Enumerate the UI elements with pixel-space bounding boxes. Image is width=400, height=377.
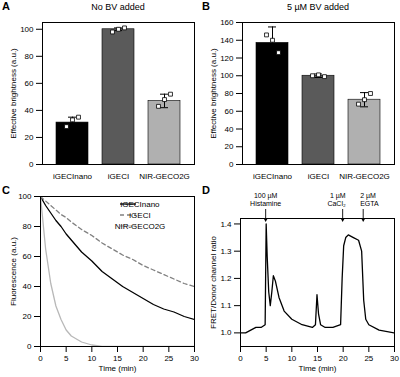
svg-text:100: 100 [20,25,34,34]
html-text:A: A [2,0,10,12]
html-text:C: C [2,184,10,196]
svg-text:80: 80 [25,52,34,61]
svg-text:80: 80 [225,89,234,98]
svg-text:0: 0 [29,160,34,169]
svg-text:1.2: 1.2 [220,274,232,283]
svg-text:20: 20 [339,354,348,363]
svg-text:NIR-GECO2G: NIR-GECO2G [339,172,390,181]
svg-text:iGECInano: iGECInano [53,172,93,181]
html-text:No BV added: No BV added [91,2,145,12]
svg-text:10: 10 [87,354,96,363]
svg-text:NIR-GECO2G: NIR-GECO2G [139,172,190,181]
svg-text:5: 5 [64,354,69,363]
svg-text:120: 120 [220,54,234,63]
html-text:5 µM BV added: 5 µM BV added [286,2,350,12]
svg-text:iGECI: iGECI [108,172,129,181]
svg-text:Time (min): Time (min) [99,364,137,373]
svg-text:0: 0 [27,342,32,351]
svg-text:100: 100 [220,71,234,80]
svg-text:30: 30 [190,354,199,363]
svg-text:20: 20 [225,142,234,151]
html-text:D: D [202,184,210,196]
svg-text:20: 20 [139,354,148,363]
svg-text:20: 20 [25,133,34,142]
svg-text:1 µMCaCl₂: 1 µMCaCl₂ [327,192,346,207]
svg-text:40: 40 [225,125,234,134]
svg-text:FRET/Donor channel ratio: FRET/Donor channel ratio [209,235,218,328]
svg-text:10: 10 [287,354,296,363]
svg-text:iGECI: iGECI [129,211,150,220]
svg-text:iGECI: iGECI [308,172,329,181]
svg-text:Time (min): Time (min) [299,364,337,373]
svg-text:iGECInano: iGECInano [120,200,160,209]
svg-text:40: 40 [25,106,34,115]
svg-text:5: 5 [264,354,269,363]
svg-text:40: 40 [23,282,32,291]
svg-text:0: 0 [238,354,243,363]
svg-text:30: 30 [390,354,399,363]
svg-text:100 µMHistamine: 100 µMHistamine [250,192,281,207]
svg-text:25: 25 [364,354,373,363]
svg-text:80: 80 [23,222,32,231]
svg-text:140: 140 [220,36,234,45]
svg-text:2 µMEGTA: 2 µMEGTA [360,192,379,207]
svg-text:1.0: 1.0 [220,328,232,337]
html-text:B: B [202,0,210,12]
svg-text:NIR-GECO2G: NIR-GECO2G [115,222,166,231]
svg-text:1.3: 1.3 [220,247,232,256]
svg-text:20: 20 [23,312,32,321]
svg-text:0: 0 [38,354,43,363]
svg-text:Fluorescence (a.u.): Fluorescence (a.u.) [9,237,18,306]
svg-text:25: 25 [164,354,173,363]
svg-text:Effective brightness (a.u.): Effective brightness (a.u.) [9,48,18,139]
svg-text:1.1: 1.1 [220,301,232,310]
svg-text:60: 60 [23,252,32,261]
svg-text:60: 60 [225,107,234,116]
svg-text:15: 15 [313,354,322,363]
svg-text:100: 100 [18,192,32,201]
svg-text:15: 15 [113,354,122,363]
svg-text:Effective brightness (a.u.): Effective brightness (a.u.) [209,48,218,139]
svg-text:0: 0 [229,160,234,169]
svg-text:160: 160 [220,18,234,27]
svg-text:60: 60 [25,79,34,88]
svg-text:1.4: 1.4 [220,220,232,229]
svg-text:iGECInano: iGECInano [253,172,293,181]
